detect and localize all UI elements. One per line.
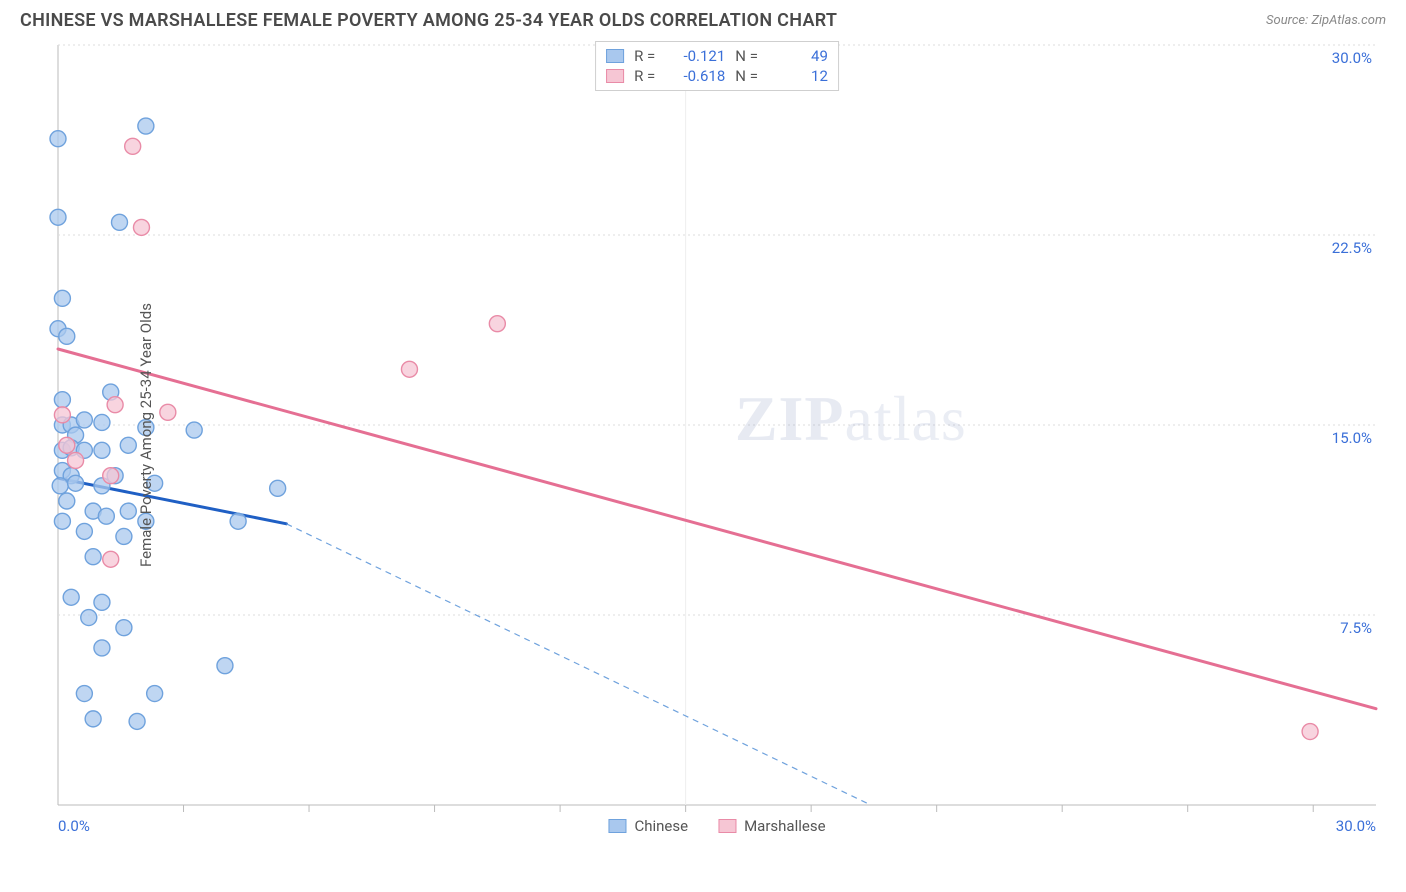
n-label: N = — [735, 47, 758, 65]
legend-swatch — [718, 819, 736, 833]
legend-swatch — [606, 49, 624, 63]
legend-swatch — [608, 819, 626, 833]
n-value: 12 — [768, 67, 828, 85]
chart-source: Source: ZipAtlas.com — [1266, 13, 1386, 28]
svg-text:7.5%: 7.5% — [1340, 619, 1372, 637]
r-label: R = — [634, 67, 655, 85]
series-name: Chinese — [634, 817, 688, 835]
scatter-plot: 7.5% 15.0% 22.5% 30.0% — [48, 35, 1386, 835]
chart-title: CHINESE VS MARSHALLESE FEMALE POVERTY AM… — [20, 10, 837, 31]
r-label: R = — [634, 47, 655, 65]
r-value: -0.121 — [665, 47, 725, 65]
legend-series: Chinese Marshallese — [608, 815, 825, 837]
legend-item: Chinese — [608, 815, 688, 837]
legend-row: R = -0.618 N = 12 — [606, 66, 828, 86]
series-name: Marshallese — [744, 817, 825, 835]
x-max-label: 30.0% — [1336, 817, 1376, 835]
x-min-label: 0.0% — [58, 817, 90, 835]
r-value: -0.618 — [665, 67, 725, 85]
legend-item: Marshallese — [718, 815, 825, 837]
legend-row: R = -0.121 N = 49 — [606, 46, 828, 66]
svg-text:30.0%: 30.0% — [1332, 49, 1372, 67]
chart-header: CHINESE VS MARSHALLESE FEMALE POVERTY AM… — [0, 0, 1406, 35]
legend-correlation: R = -0.121 N = 49 R = -0.618 N = 12 — [595, 41, 839, 91]
y-axis-label: Female Poverty Among 25-34 Year Olds — [137, 303, 155, 567]
n-label: N = — [735, 67, 758, 85]
legend-swatch — [606, 69, 624, 83]
n-value: 49 — [768, 47, 828, 65]
svg-text:22.5%: 22.5% — [1332, 239, 1372, 257]
chart-container: Female Poverty Among 25-34 Year Olds 7.5… — [48, 35, 1386, 835]
svg-text:15.0%: 15.0% — [1332, 429, 1372, 447]
